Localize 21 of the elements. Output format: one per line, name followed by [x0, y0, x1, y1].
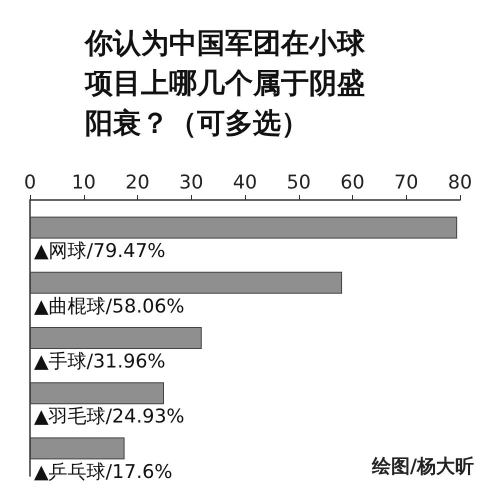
x-tick-label: 10: [72, 172, 96, 194]
bar: [30, 327, 202, 349]
y-tick-label: ▲羽毛球/24.93%: [34, 406, 184, 428]
bar: [30, 216, 458, 239]
y-tick-label: ▲手球/31.96%: [34, 350, 166, 372]
y-tick-label: ▲网球/79.47%: [34, 240, 166, 262]
x-tick-label: 20: [125, 172, 150, 194]
x-tick-label: 50: [286, 172, 311, 194]
bar: [30, 382, 164, 404]
x-tick-label: 40: [232, 172, 258, 194]
chart-title: 你认为中国军团在小球项目上哪几个属于阴盛阳衰？（可多选）: [83, 26, 366, 140]
x-tick-label: 0: [24, 172, 36, 194]
x-tick-label: 80: [448, 172, 472, 194]
annotation: 绘图/杨大昕: [371, 456, 474, 478]
bar: [30, 437, 125, 460]
x-tick-label: 30: [179, 172, 204, 194]
y-tick-label: ▲曲棍球/58.06%: [34, 295, 184, 318]
x-tick-label: 60: [340, 172, 365, 194]
bar: [30, 272, 342, 294]
x-tick-label: 70: [394, 172, 418, 194]
y-tick-label: ▲乒乓球/17.6%: [34, 460, 172, 483]
